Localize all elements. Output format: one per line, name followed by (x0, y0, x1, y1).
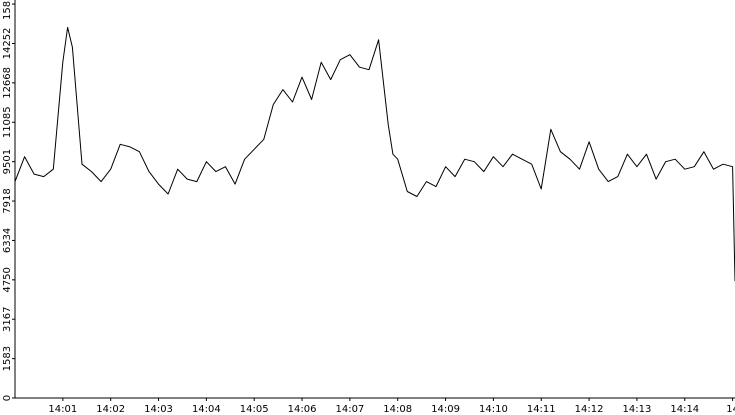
x-tick-label: 14:09 (431, 404, 460, 415)
x-tick-label: 14:10 (479, 404, 508, 415)
x-tick-label: 14:02 (96, 404, 125, 415)
x-tick-label: 14:14 (670, 404, 699, 415)
y-tick-label: 15836 (2, 0, 13, 20)
y-tick-label: 12668 (2, 67, 13, 99)
x-tick-label: 14:11 (527, 404, 556, 415)
x-tick-label: 14:06 (288, 404, 317, 415)
x-tick-label: 14:07 (335, 404, 364, 415)
x-tick-label: 14:05 (240, 404, 269, 415)
x-tick-label: 14:03 (144, 404, 173, 415)
series-line (14, 26, 735, 282)
y-tick-label: 6334 (2, 228, 13, 253)
y-tick-label: 9501 (2, 149, 13, 174)
y-axis: 0 1583 3167 4750 6334 7918 9501 11085 12668 14252… (2, 0, 16, 401)
y-tick-label: 1583 (2, 346, 13, 371)
y-tick-label: 3167 (2, 306, 13, 331)
x-tick-label: 14:08 (383, 404, 412, 415)
x-tick-label: 14 (726, 404, 735, 415)
x-tick-label: 14:01 (48, 404, 77, 415)
y-tick-label: 11085 (2, 106, 13, 138)
x-tick-label: 14:13 (623, 404, 652, 415)
y-tick-label: 14252 (2, 28, 13, 60)
x-axis: 14:01 14:02 14:03 14:04 14:05 14:06 14:07 14:08… (15, 397, 735, 415)
y-tick-label: 7918 (2, 188, 13, 213)
y-tick-label: 0 (2, 395, 13, 401)
x-tick-label: 14:04 (192, 404, 221, 415)
x-tick-label: 14:12 (575, 404, 604, 415)
y-tick-label: 4750 (2, 267, 13, 292)
plot-area (14, 26, 735, 282)
